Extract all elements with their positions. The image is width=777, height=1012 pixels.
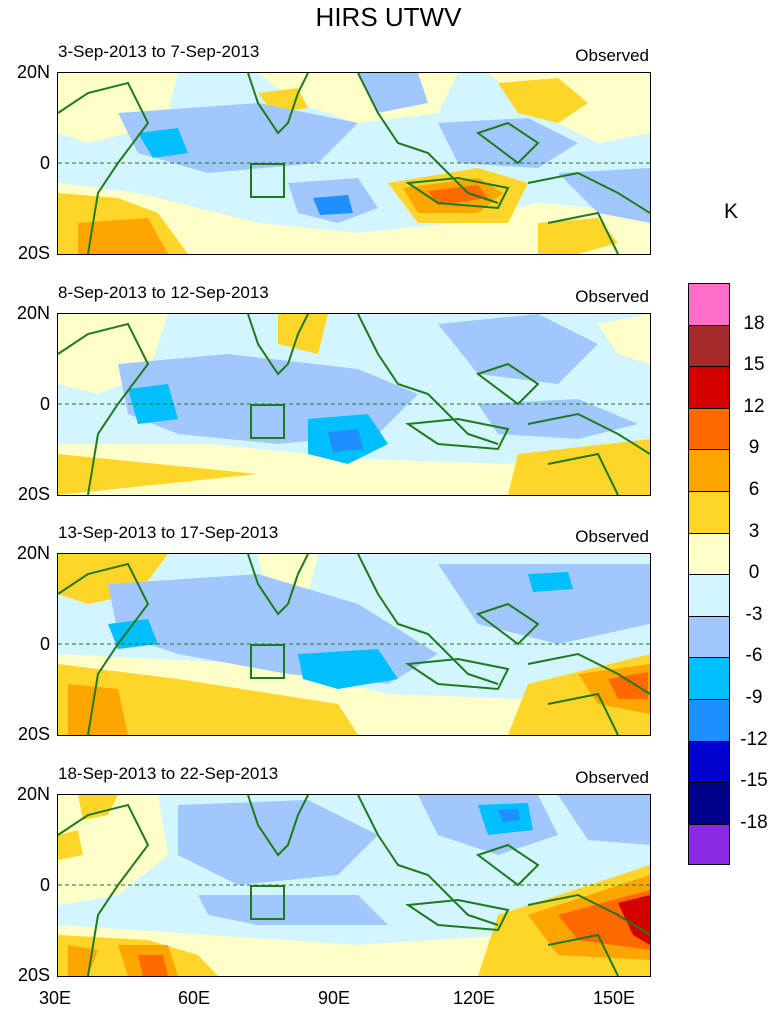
lat-label-20s: 20S <box>17 965 50 985</box>
colorbar-level-label: -15 <box>740 770 768 792</box>
lat-label-20n: 20N <box>16 303 50 323</box>
map-panel-1 <box>57 72 651 255</box>
panel-1-label: Observed <box>575 46 649 65</box>
colorbar-swatch <box>688 366 730 408</box>
colorbar-swatch <box>688 324 730 367</box>
figure-title: HIRS UTWV <box>315 2 462 32</box>
colorbar-level-label: 12 <box>743 395 765 417</box>
colorbar-swatch <box>688 782 730 824</box>
panel-3-period: 13-Sep-2013 to 17-Sep-2013 <box>58 523 279 542</box>
colorbar-level-label: 6 <box>748 479 760 500</box>
panel-3-label: Observed <box>575 527 649 546</box>
colorbar-swatch <box>688 615 730 658</box>
colorbar-swatch <box>688 491 730 533</box>
lat-label-0: 0 <box>39 875 50 895</box>
panel-4-period: 18-Sep-2013 to 22-Sep-2013 <box>58 764 279 783</box>
colorbar-level-label: -9 <box>745 687 763 708</box>
colorbar-swatch <box>688 823 730 866</box>
panel-4-label: Observed <box>575 768 649 787</box>
colorbar-level-label: 9 <box>748 437 760 459</box>
lat-label-20n: 20N <box>16 62 50 82</box>
lat-label-20s: 20S <box>17 243 50 263</box>
panel-1-period: 3-Sep-2013 to 7-Sep-2013 <box>58 42 260 61</box>
colorbar-swatch <box>688 407 730 450</box>
lon-label-150e: 150E <box>592 988 636 1008</box>
panel-2-period: 8-Sep-2013 to 12-Sep-2013 <box>58 283 269 302</box>
colorbar-level-label: -6 <box>745 645 763 667</box>
lat-label-20n: 20N <box>16 784 50 804</box>
lon-label-30e: 30E <box>38 988 72 1008</box>
lat-label-20s: 20S <box>17 724 50 744</box>
lon-label-90e: 90E <box>317 988 351 1008</box>
colorbar-swatch <box>688 699 730 741</box>
colorbar-unit: K <box>724 200 739 223</box>
colorbar-level-label: 15 <box>743 354 765 376</box>
colorbar-level-label: -3 <box>745 603 763 625</box>
colorbar-level-label: -12 <box>740 728 768 750</box>
lat-label-20s: 20S <box>17 484 50 504</box>
lat-label-0: 0 <box>39 634 50 654</box>
colorbar-swatch <box>688 532 730 575</box>
lon-label-60e: 60E <box>177 988 211 1008</box>
lon-label-120e: 120E <box>452 988 496 1008</box>
map-panel-4 <box>57 794 651 977</box>
colorbar-level-label: -18 <box>740 811 768 833</box>
colorbar-level-label: 3 <box>748 520 760 542</box>
colorbar-swatch <box>688 283 730 325</box>
colorbar-level-label: 0 <box>748 562 760 584</box>
map-panel-2 <box>57 313 651 496</box>
lat-label-0: 0 <box>39 153 50 173</box>
map-panel-3 <box>57 553 651 736</box>
colorbar-swatch <box>688 574 730 616</box>
colorbar-level-label: 18 <box>743 312 765 334</box>
lat-label-20n: 20N <box>16 543 50 563</box>
colorbar-swatch <box>688 740 730 783</box>
lat-label-0: 0 <box>39 394 50 414</box>
colorbar-swatch <box>688 657 730 699</box>
panel-2-label: Observed <box>575 287 649 306</box>
colorbar-swatch <box>688 449 730 491</box>
